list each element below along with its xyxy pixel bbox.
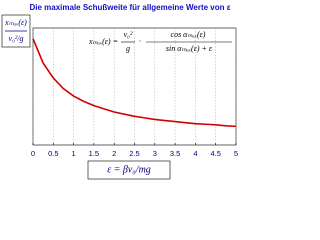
plot-area: 0 0.5 1 1.5 2 2.5 3 3.5 4 4.5 5: [31, 27, 238, 158]
formula-lhs: xₘₐₓ(ε) =: [88, 37, 118, 46]
formula-denominator: g: [126, 44, 130, 53]
x-tick-label: 5: [234, 149, 238, 158]
formula: xₘₐₓ(ε) = v₀² g · cos αₘₐₓ(ε) sin αₘₐₓ(ε…: [88, 30, 232, 53]
x-tick-label: 1.5: [89, 149, 99, 158]
x-label-box: [87, 160, 171, 180]
x-tick-label: 0: [31, 149, 35, 158]
x-tick-label: 3: [153, 149, 157, 158]
formula-numerator: cos αₘₐₓ(ε): [171, 30, 206, 39]
data-line: [32, 38, 237, 128]
x-tick-label: 2: [112, 149, 116, 158]
y-label-denominator: v₀²/g: [9, 34, 24, 43]
formula-dot: ·: [139, 37, 141, 46]
chart: Die maximale Schußweite für allgemeine W…: [1, 3, 238, 180]
x-tick-label: 2.5: [129, 149, 139, 158]
formula-numerator: v₀²: [124, 30, 133, 39]
chart-title: Die maximale Schußweite für allgemeine W…: [29, 3, 230, 12]
y-label-numerator: xₘₐₓ(ε): [4, 18, 27, 27]
x-tick-label: 1: [72, 149, 76, 158]
x-tick-label: 4: [193, 149, 197, 158]
x-tick-label: 3.5: [170, 149, 180, 158]
x-tick-label: 0.5: [48, 149, 58, 158]
x-label: ε = βv₀/mg: [107, 164, 151, 175]
x-tick-label: 4.5: [210, 149, 220, 158]
formula-denominator: sin αₘₐₓ(ε) + ε: [166, 44, 213, 53]
